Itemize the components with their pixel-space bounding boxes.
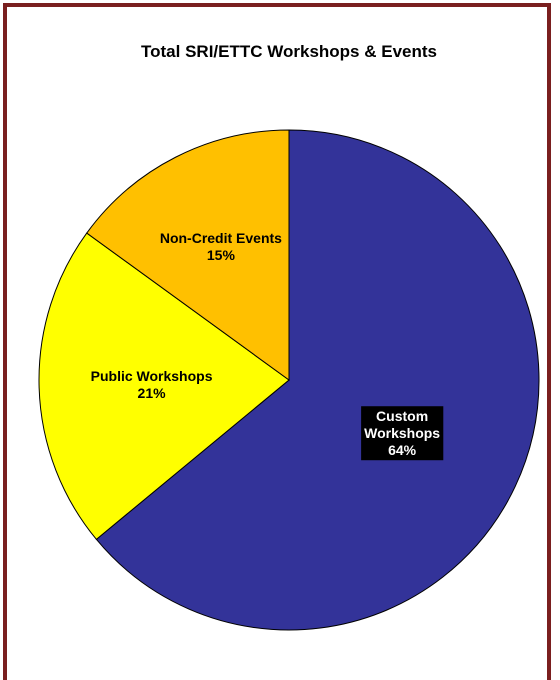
pie-slice	[86, 129, 290, 381]
chart-title: Total SRI/ETTC Workshops & Events	[141, 42, 437, 61]
slice-name-label: Public Workshops	[91, 368, 213, 384]
pie-slice	[95, 129, 540, 631]
slice-percent-label: 15%	[207, 247, 236, 263]
pie-slice	[38, 232, 290, 541]
slice-name-label: Non-Credit Events	[160, 230, 282, 246]
slice-percent-label: 21%	[138, 385, 167, 401]
slice-name-label: Custom	[376, 408, 428, 424]
slice-name-label: Workshops	[364, 425, 440, 441]
slice-label-background	[361, 406, 444, 461]
pie-slices	[38, 129, 540, 631]
slice-percent-label: 64%	[388, 442, 417, 458]
